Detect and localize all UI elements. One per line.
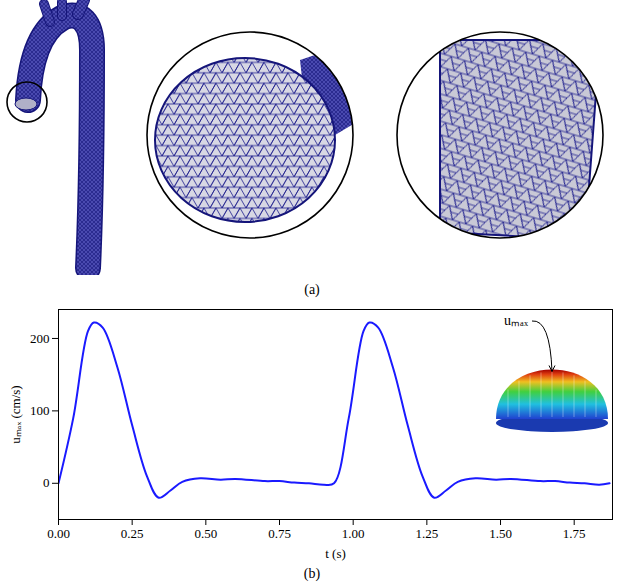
svg-text:200: 200 [30, 331, 50, 346]
svg-text:uₘₐₓ: uₘₐₓ [504, 313, 529, 328]
svg-text:1.75: 1.75 [563, 526, 586, 541]
html-text:(b): (b) [303, 566, 321, 581]
svg-text:uₘₐₓ (cm/s): uₘₐₓ (cm/s) [8, 385, 23, 443]
svg-text:0: 0 [43, 475, 50, 490]
svg-text:1.00: 1.00 [342, 526, 365, 541]
html-text:(a): (a) [304, 282, 320, 297]
svg-text:1.50: 1.50 [489, 526, 512, 541]
svg-text:1.25: 1.25 [415, 526, 438, 541]
svg-text:0.00: 0.00 [47, 526, 70, 541]
svg-text:0.75: 0.75 [268, 526, 291, 541]
svg-text:100: 100 [30, 403, 50, 418]
svg-text:0.50: 0.50 [194, 526, 217, 541]
svg-text:t (s): t (s) [325, 546, 346, 561]
svg-text:0.25: 0.25 [121, 526, 144, 541]
